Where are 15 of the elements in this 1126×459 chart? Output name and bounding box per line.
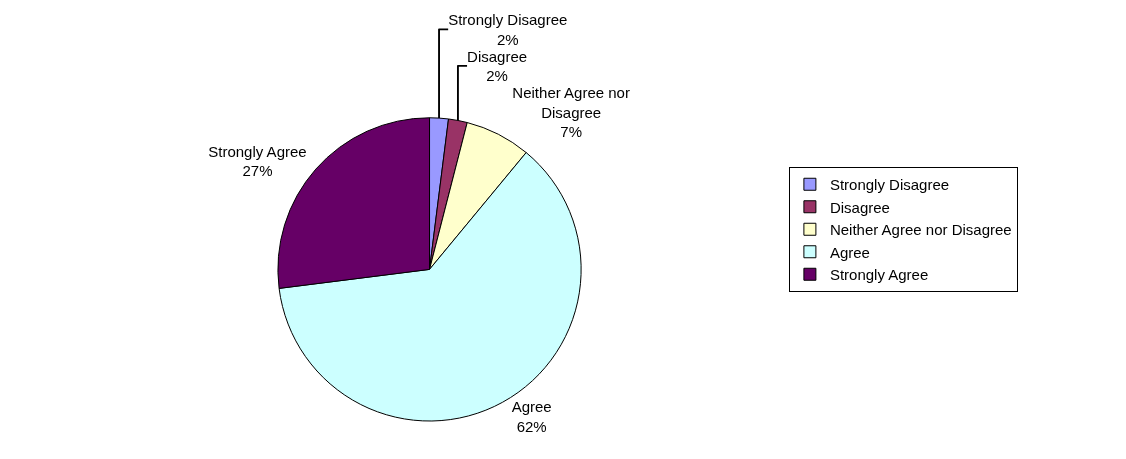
slice-label: Strongly Agree xyxy=(208,142,307,160)
slice-label: Disagree xyxy=(467,47,528,65)
data-label: 2% xyxy=(486,67,508,85)
legend-label: Strongly Agree xyxy=(829,266,929,284)
legend-label: Disagree xyxy=(829,198,890,216)
data-label: 7% xyxy=(560,123,582,141)
slice-label: Strongly Disagree xyxy=(448,11,568,29)
legend-label: Neither Agree nor Disagree xyxy=(829,221,1012,239)
data-label: 2% xyxy=(496,30,519,48)
legend-label: Strongly Disagree xyxy=(829,176,950,194)
data-label: 62% xyxy=(516,417,547,435)
slice-label: Neither Agree nor Disagree xyxy=(512,84,630,121)
slice-label: Agree xyxy=(511,398,552,416)
legend-label: Agree xyxy=(829,243,870,261)
data-label: 27% xyxy=(242,162,273,180)
